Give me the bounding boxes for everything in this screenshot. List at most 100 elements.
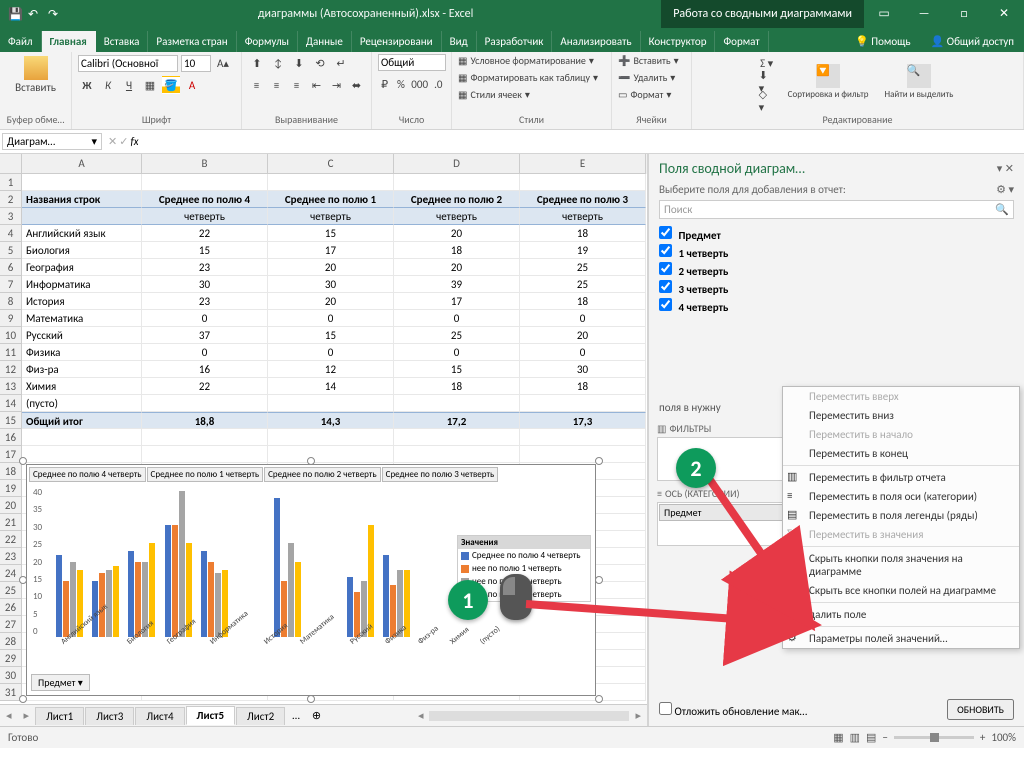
tab-Анализировать[interactable]: Анализировать xyxy=(552,31,640,52)
cell[interactable]: 18,8 xyxy=(142,412,268,429)
cell[interactable]: Среднее по полю 1 xyxy=(268,191,394,208)
sort-filter-button[interactable]: 🔽 Сортировка и фильтр xyxy=(784,62,873,102)
cell[interactable]: Английский язык xyxy=(22,225,142,242)
undo-icon[interactable]: ↶ xyxy=(28,7,42,21)
tab-Конструктор[interactable]: Конструктор xyxy=(641,31,716,52)
cell[interactable]: Среднее по полю 4 xyxy=(142,191,268,208)
tab-Формулы[interactable]: Формулы xyxy=(237,31,298,52)
sheet-tab[interactable]: Лист5 xyxy=(186,706,236,725)
border-icon[interactable]: ▦ xyxy=(141,76,159,94)
cell[interactable]: 15 xyxy=(268,327,394,344)
cell[interactable]: История xyxy=(22,293,142,310)
cell[interactable]: Математика xyxy=(22,310,142,327)
align-bottom-icon[interactable]: ⬇ xyxy=(290,54,308,72)
merge-icon[interactable]: ⬌ xyxy=(348,76,365,94)
cell[interactable]: 37 xyxy=(142,327,268,344)
cell[interactable]: 22 xyxy=(142,225,268,242)
tab-Данные[interactable]: Данные xyxy=(298,31,352,52)
cell[interactable]: 15 xyxy=(268,225,394,242)
gear-icon[interactable]: ⚙ ▾ xyxy=(996,183,1014,196)
col-header[interactable]: B xyxy=(142,154,268,174)
cell[interactable]: 14,3 xyxy=(268,412,394,429)
close-icon[interactable]: ✕ xyxy=(984,0,1024,28)
field-checkbox[interactable]: 4 четверть xyxy=(659,297,1014,315)
field-search-input[interactable]: Поиск🔍 xyxy=(659,200,1014,219)
col-header[interactable]: E xyxy=(520,154,646,174)
chart-field-button[interactable]: Среднее по полю 4 четверть xyxy=(29,467,146,482)
view-break-icon[interactable]: ▤ xyxy=(866,731,876,744)
cell[interactable] xyxy=(22,429,142,446)
cell[interactable] xyxy=(142,174,268,191)
cell-styles-button[interactable]: ▦ Стили ячеек ▾ xyxy=(458,88,605,101)
number-format-select[interactable] xyxy=(378,54,446,71)
hscroll-right-icon[interactable]: ▸ xyxy=(629,709,647,722)
grow-font-icon[interactable]: A▴ xyxy=(214,54,232,72)
cell[interactable]: 20 xyxy=(394,259,520,276)
comma-icon[interactable]: 000 xyxy=(411,75,429,93)
sheet-tab[interactable]: Лист2 xyxy=(236,707,285,725)
cell[interactable]: Химия xyxy=(22,378,142,395)
clear-icon[interactable]: ◇ ▾ xyxy=(758,92,776,110)
cell[interactable]: 20 xyxy=(268,259,394,276)
col-header[interactable]: C xyxy=(268,154,394,174)
orientation-icon[interactable]: ⟲ xyxy=(311,54,329,72)
italic-icon[interactable]: К xyxy=(99,76,117,94)
cell[interactable]: 0 xyxy=(520,310,646,327)
fx-icon[interactable]: fx xyxy=(130,135,138,148)
align-middle-icon[interactable]: ↕ xyxy=(269,54,287,72)
maximize-icon[interactable]: □ xyxy=(944,0,984,28)
cell[interactable]: 30 xyxy=(268,276,394,293)
menu-item[interactable]: Переместить в конец xyxy=(783,444,1019,463)
cell[interactable] xyxy=(22,446,142,463)
zoom-level[interactable]: 100% xyxy=(991,731,1016,744)
cell[interactable]: География xyxy=(22,259,142,276)
cell[interactable] xyxy=(142,395,268,412)
cell[interactable]: 19 xyxy=(520,242,646,259)
tab-Главная[interactable]: Главная xyxy=(42,31,96,52)
cell[interactable]: 23 xyxy=(142,293,268,310)
format-table-button[interactable]: ▦ Форматировать как таблицу ▾ xyxy=(458,71,605,84)
cell[interactable]: Биология xyxy=(22,242,142,259)
cell[interactable] xyxy=(268,446,394,463)
col-header[interactable]: A xyxy=(22,154,142,174)
prev-sheet-icon[interactable]: ◂ xyxy=(0,709,18,722)
chart-filter-button[interactable]: Предмет ▾ xyxy=(31,674,90,691)
underline-icon[interactable]: Ч xyxy=(120,76,138,94)
cell[interactable]: 0 xyxy=(394,344,520,361)
find-select-button[interactable]: 🔍 Найти и выделить xyxy=(881,62,958,102)
cell[interactable]: 0 xyxy=(394,310,520,327)
cell[interactable]: 18 xyxy=(394,378,520,395)
minimize-icon[interactable]: — xyxy=(904,0,944,28)
cell[interactable] xyxy=(520,429,646,446)
zoom-in-icon[interactable]: + xyxy=(980,731,985,744)
cell[interactable]: Среднее по полю 2 xyxy=(394,191,520,208)
cell[interactable]: 30 xyxy=(520,361,646,378)
cell[interactable] xyxy=(22,174,142,191)
tab-Вид[interactable]: Вид xyxy=(442,31,477,52)
cell[interactable]: 0 xyxy=(142,344,268,361)
paste-button[interactable]: Вставить xyxy=(6,54,65,96)
cell[interactable] xyxy=(394,429,520,446)
cell[interactable]: 0 xyxy=(268,344,394,361)
sheet-tab[interactable]: Лист4 xyxy=(135,707,184,725)
cell[interactable]: 22 xyxy=(142,378,268,395)
sheet-tab[interactable]: Лист3 xyxy=(85,707,134,725)
name-box[interactable]: Диаграм…▾ xyxy=(2,133,102,150)
update-button[interactable]: ОБНОВИТЬ xyxy=(947,699,1014,720)
cell[interactable] xyxy=(268,429,394,446)
cell[interactable] xyxy=(268,395,394,412)
cell[interactable]: Общий итог xyxy=(22,412,142,429)
cell[interactable]: 0 xyxy=(268,310,394,327)
cell[interactable]: 25 xyxy=(520,276,646,293)
cell[interactable]: 16 xyxy=(142,361,268,378)
cell[interactable]: 39 xyxy=(394,276,520,293)
cell[interactable]: 25 xyxy=(520,259,646,276)
redo-icon[interactable]: ↷ xyxy=(48,7,62,21)
cell[interactable] xyxy=(142,429,268,446)
enter-fx-icon[interactable]: ✓ xyxy=(119,135,128,148)
cell[interactable]: 18 xyxy=(520,293,646,310)
chart-field-button[interactable]: Среднее по полю 1 четверть xyxy=(147,467,264,482)
align-left-icon[interactable]: ≡ xyxy=(248,76,265,94)
cell[interactable]: 18 xyxy=(394,242,520,259)
tell-me[interactable]: 💡 Помощь xyxy=(845,31,920,52)
